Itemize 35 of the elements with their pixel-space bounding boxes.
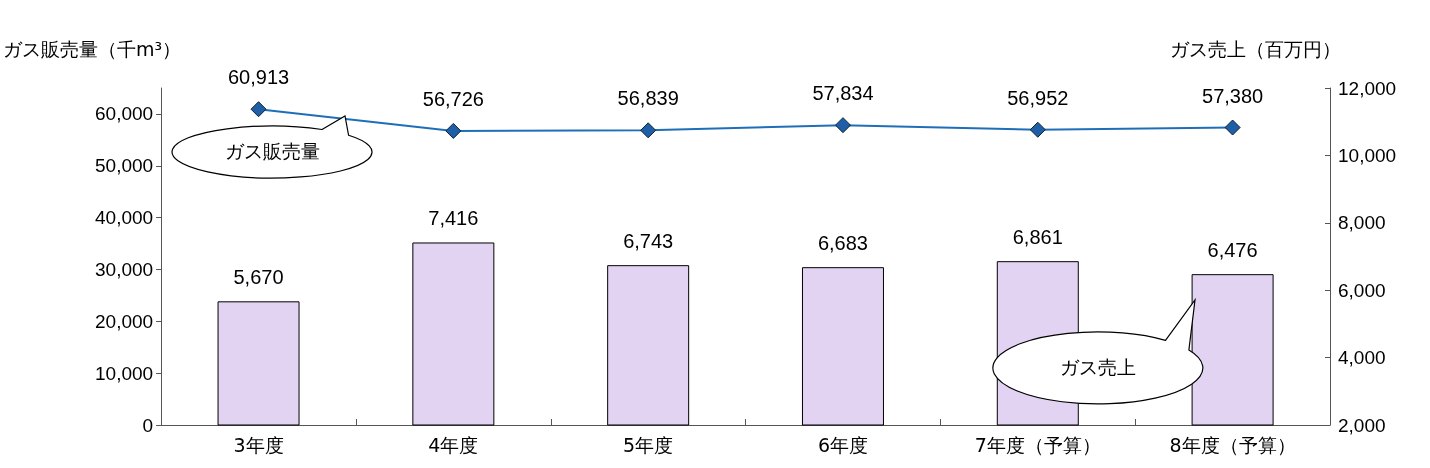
data-label: 56,726 bbox=[422, 87, 484, 110]
y2-axis-title: ガス売上（百万円） bbox=[1170, 37, 1341, 60]
data-label: 56,839 bbox=[617, 87, 679, 110]
series-label: ガス販売量 bbox=[224, 139, 320, 164]
series-label: ガス売上 bbox=[1060, 355, 1136, 380]
data-label: 5,670 bbox=[233, 266, 284, 289]
x-tick-label: 3年度 bbox=[233, 433, 284, 456]
data-label: 6,476 bbox=[1207, 239, 1258, 262]
x-tick-label: 6年度 bbox=[817, 433, 869, 456]
x-tick-label: 5年度 bbox=[623, 433, 674, 456]
data-label: 7,416 bbox=[428, 207, 479, 230]
x-tick-label: 7年度（予算） bbox=[974, 433, 1101, 456]
y-tick-label: 50,000 bbox=[95, 155, 154, 177]
y-tick-label: 0 bbox=[142, 414, 154, 436]
y-tick-label: 30,000 bbox=[95, 258, 154, 280]
y-tick-label: 20,000 bbox=[95, 310, 154, 332]
y2-tick-label: 4,000 bbox=[1338, 347, 1386, 369]
data-label: 57,380 bbox=[1202, 84, 1264, 107]
x-tick-label: 8年度（予算） bbox=[1169, 433, 1296, 456]
y2-tick-label: 10,000 bbox=[1338, 144, 1397, 166]
y-axis-title: ガス販売量（千m³） bbox=[3, 37, 182, 60]
data-label: 56,952 bbox=[1007, 86, 1069, 109]
data-label: 6,743 bbox=[623, 230, 674, 253]
y2-tick-label: 12,000 bbox=[1338, 77, 1397, 99]
data-label: 57,834 bbox=[812, 82, 874, 105]
data-label: 60,913 bbox=[227, 66, 290, 89]
data-label: 6,683 bbox=[817, 232, 868, 255]
data-label: 6,861 bbox=[1012, 226, 1063, 249]
y2-tick-label: 6,000 bbox=[1338, 279, 1386, 301]
y-tick-label: 60,000 bbox=[95, 103, 154, 125]
x-tick-label: 4年度 bbox=[428, 433, 479, 456]
y2-tick-label: 2,000 bbox=[1338, 414, 1386, 436]
y-tick-label: 40,000 bbox=[95, 207, 154, 229]
y-tick-label: 10,000 bbox=[95, 362, 154, 384]
y2-tick-label: 8,000 bbox=[1338, 212, 1386, 234]
